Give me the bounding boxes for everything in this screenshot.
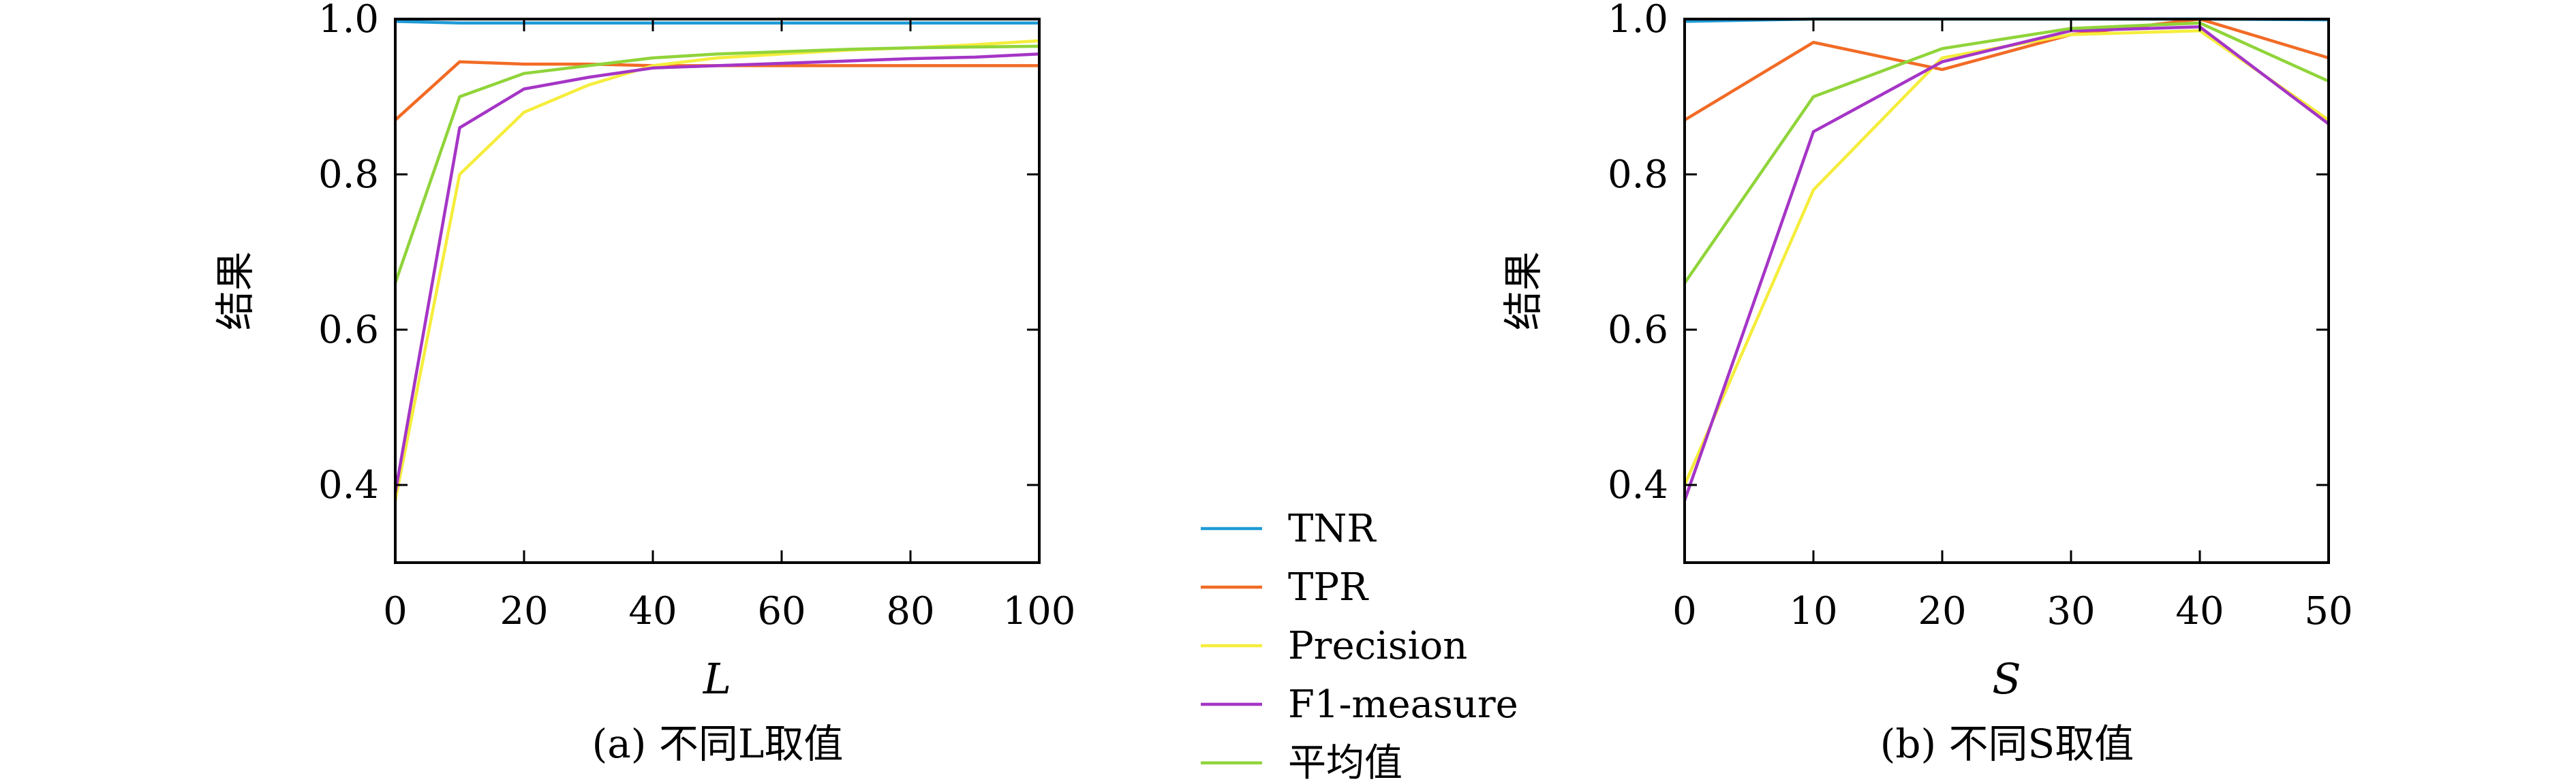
chart-b-x-tick-label: 0 xyxy=(1672,589,1697,633)
chart-b-x-tick-label: 50 xyxy=(2304,589,2352,633)
chart-a-x-tick-label: 100 xyxy=(1003,589,1076,633)
chart-a-y-tick-label: 0.8 xyxy=(318,153,379,197)
chart-b-x-tick-label: 20 xyxy=(1918,589,1966,633)
chart-b-series-line-2 xyxy=(1683,29,2330,486)
chart-b-caption: (b) 不同S取值 xyxy=(1880,721,2134,767)
chart-b-series-line-1 xyxy=(1683,17,2329,122)
chart-a-axes-frame xyxy=(394,18,1041,564)
legend-label-3: F1-measure xyxy=(1288,683,1518,727)
chart-a-x-tick-label: 20 xyxy=(500,589,548,633)
chart-b-y-tick-label: 0.4 xyxy=(1608,463,1668,507)
chart-a-x-tick-label: 60 xyxy=(757,589,806,633)
chart-b-plot: 0 10 20 30 40 50 0.4 0.6 0.8 1.0 S 结果 (b) 不同S取值 xyxy=(1500,0,2353,767)
chart-a-x-axis-title: L xyxy=(703,654,731,704)
chart-a-series-line-1 xyxy=(394,60,1039,121)
chart-b-y-tick-label: 0.8 xyxy=(1608,153,1668,197)
chart-a-x-tick-label: 40 xyxy=(628,589,677,633)
chart-b-y-tick-label: 0.6 xyxy=(1608,308,1668,352)
chart-a-series-line-4 xyxy=(393,44,1040,284)
chart-a-series-line-0 xyxy=(395,20,1039,25)
chart-b-series-line-3 xyxy=(1683,25,2330,501)
chart-b-series-line-4 xyxy=(1683,21,2329,284)
chart-a-y-axis-title: 结果 xyxy=(212,251,258,330)
legend-label-0: TNR xyxy=(1288,507,1377,551)
chart-a-caption: (a) 不同L取值 xyxy=(592,721,844,767)
legend: TNR TPR Precision F1-measure 平均值 xyxy=(1201,507,1518,784)
chart-a-series-line-3 xyxy=(393,52,1040,493)
chart-a-x-tick-label: 80 xyxy=(886,589,934,633)
legend-label-2: Precision xyxy=(1288,624,1467,668)
chart-b-axes-frame xyxy=(1683,18,2330,564)
chart-b-y-axis-title: 结果 xyxy=(1500,251,1546,330)
chart-b-x-tick-label: 10 xyxy=(1789,589,1837,633)
chart-a-x-tick-label: 0 xyxy=(383,589,408,633)
chart-a-y-tick-label: 0.4 xyxy=(318,463,379,507)
chart-a-y-tick-label: 1.0 xyxy=(318,0,379,42)
chart-b-x-tick-label: 40 xyxy=(2175,589,2224,633)
chart-b-x-tick-label: 30 xyxy=(2046,589,2095,633)
chart-a-y-tick-label: 0.6 xyxy=(318,308,379,352)
chart-a-plot: 0 20 40 60 80 100 0.4 0.6 0.8 1.0 L 结果 (a) 不同L取值 xyxy=(212,0,1075,767)
legend-label-4: 平均值 xyxy=(1288,741,1402,784)
chart-b-y-tick-label: 1.0 xyxy=(1608,0,1668,42)
legend-label-1: TPR xyxy=(1288,565,1369,610)
chart-b-x-axis-title: S xyxy=(1992,654,2021,704)
